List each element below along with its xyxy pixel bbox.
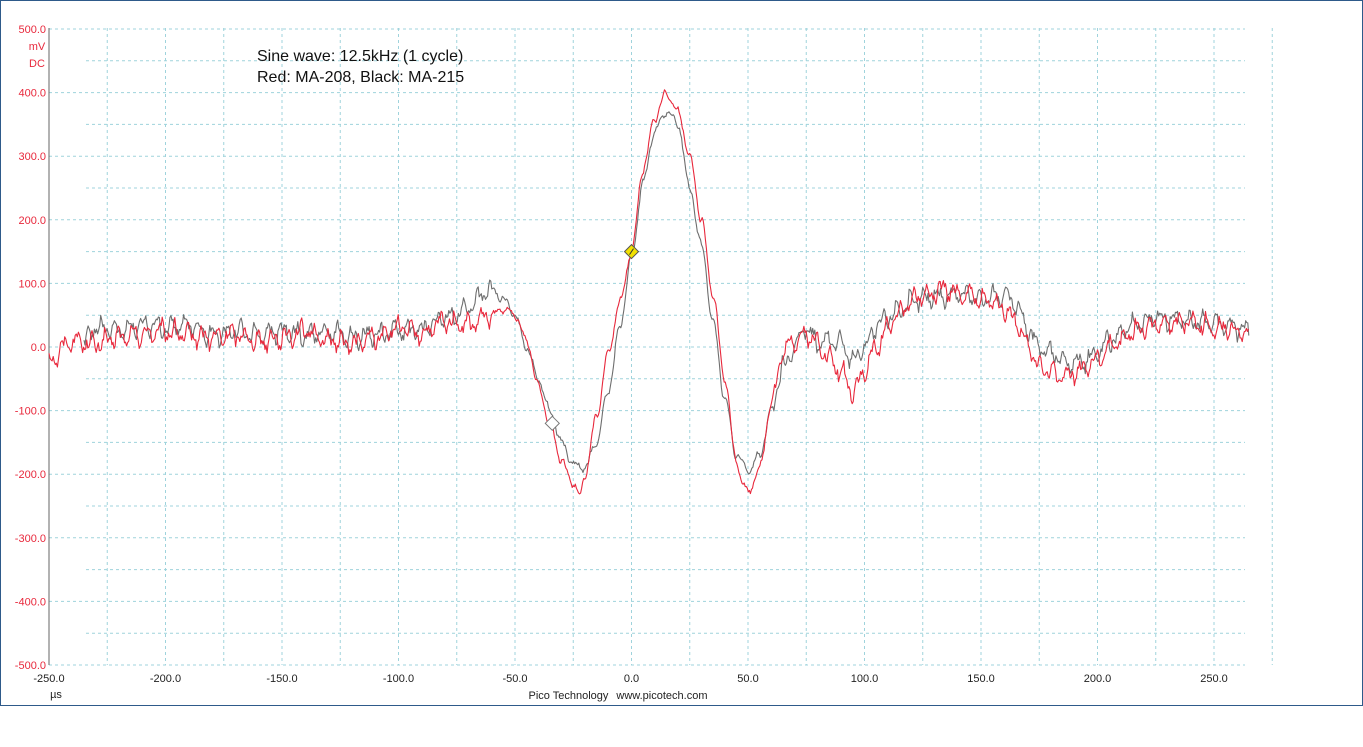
x-tick-label: 200.0 <box>1084 673 1112 685</box>
y-tick-label: 300.0 <box>18 151 46 163</box>
y-tick-label: 500.0 <box>18 24 46 36</box>
y-unit-label: mV <box>29 41 46 53</box>
reference-marker-icon[interactable] <box>544 415 560 432</box>
y-tick-label: -300.0 <box>15 533 46 545</box>
y-tick-label: -200.0 <box>15 469 46 481</box>
x-tick-label: -100.0 <box>383 673 414 685</box>
footer-brand: Pico Technology <box>529 690 609 702</box>
oscilloscope-window: 500.0 400.0 300.0 200.0 100.0 0.0 -100.0 -200.0… <box>0 0 1363 706</box>
y-tick-label: -500.0 <box>15 660 46 672</box>
grid <box>48 28 1273 666</box>
x-tick-label: 250.0 <box>1200 673 1228 685</box>
trigger-edge-glyph <box>629 248 634 255</box>
y-tick-label: 100.0 <box>18 278 46 290</box>
x-tick-label: 0.0 <box>624 673 639 685</box>
x-tick-label: -250.0 <box>33 673 64 685</box>
x-axis: -250.0 -200.0 -150.0 -100.0 -50.0 0.0 50.0 100.… <box>33 673 1227 685</box>
annotation-line-1: Sine wave: 12.5kHz (1 cycle) <box>257 48 463 65</box>
y-tick-label: -100.0 <box>15 406 46 418</box>
x-unit-label: µs <box>50 689 62 701</box>
footer-credit: Pico Technology www.picotech.com <box>529 690 708 702</box>
x-tick-label: -50.0 <box>502 673 527 685</box>
annotation-line-2: Red: MA-208, Black: MA-215 <box>257 69 464 86</box>
trace-ma-208 <box>48 89 1250 495</box>
y-tick-label: 400.0 <box>18 88 46 100</box>
y-tick-label: 0.0 <box>31 342 46 354</box>
x-tick-label: 50.0 <box>737 673 758 685</box>
y-tick-label: -400.0 <box>15 596 46 608</box>
markers <box>544 243 640 432</box>
y-coupling-label: DC <box>29 58 45 70</box>
traces <box>48 89 1250 495</box>
y-tick-label: 200.0 <box>18 215 46 227</box>
y-axis: 500.0 400.0 300.0 200.0 100.0 0.0 -100.0 -200.0… <box>15 24 46 672</box>
trace-ma-215 <box>83 111 1250 475</box>
x-tick-label: 100.0 <box>851 673 879 685</box>
oscilloscope-plot: 500.0 400.0 300.0 200.0 100.0 0.0 -100.0 -200.0… <box>15 24 1273 702</box>
x-tick-label: -150.0 <box>266 673 297 685</box>
x-tick-label: 150.0 <box>967 673 995 685</box>
x-tick-label: -200.0 <box>150 673 181 685</box>
footer-url: www.picotech.com <box>615 690 707 702</box>
